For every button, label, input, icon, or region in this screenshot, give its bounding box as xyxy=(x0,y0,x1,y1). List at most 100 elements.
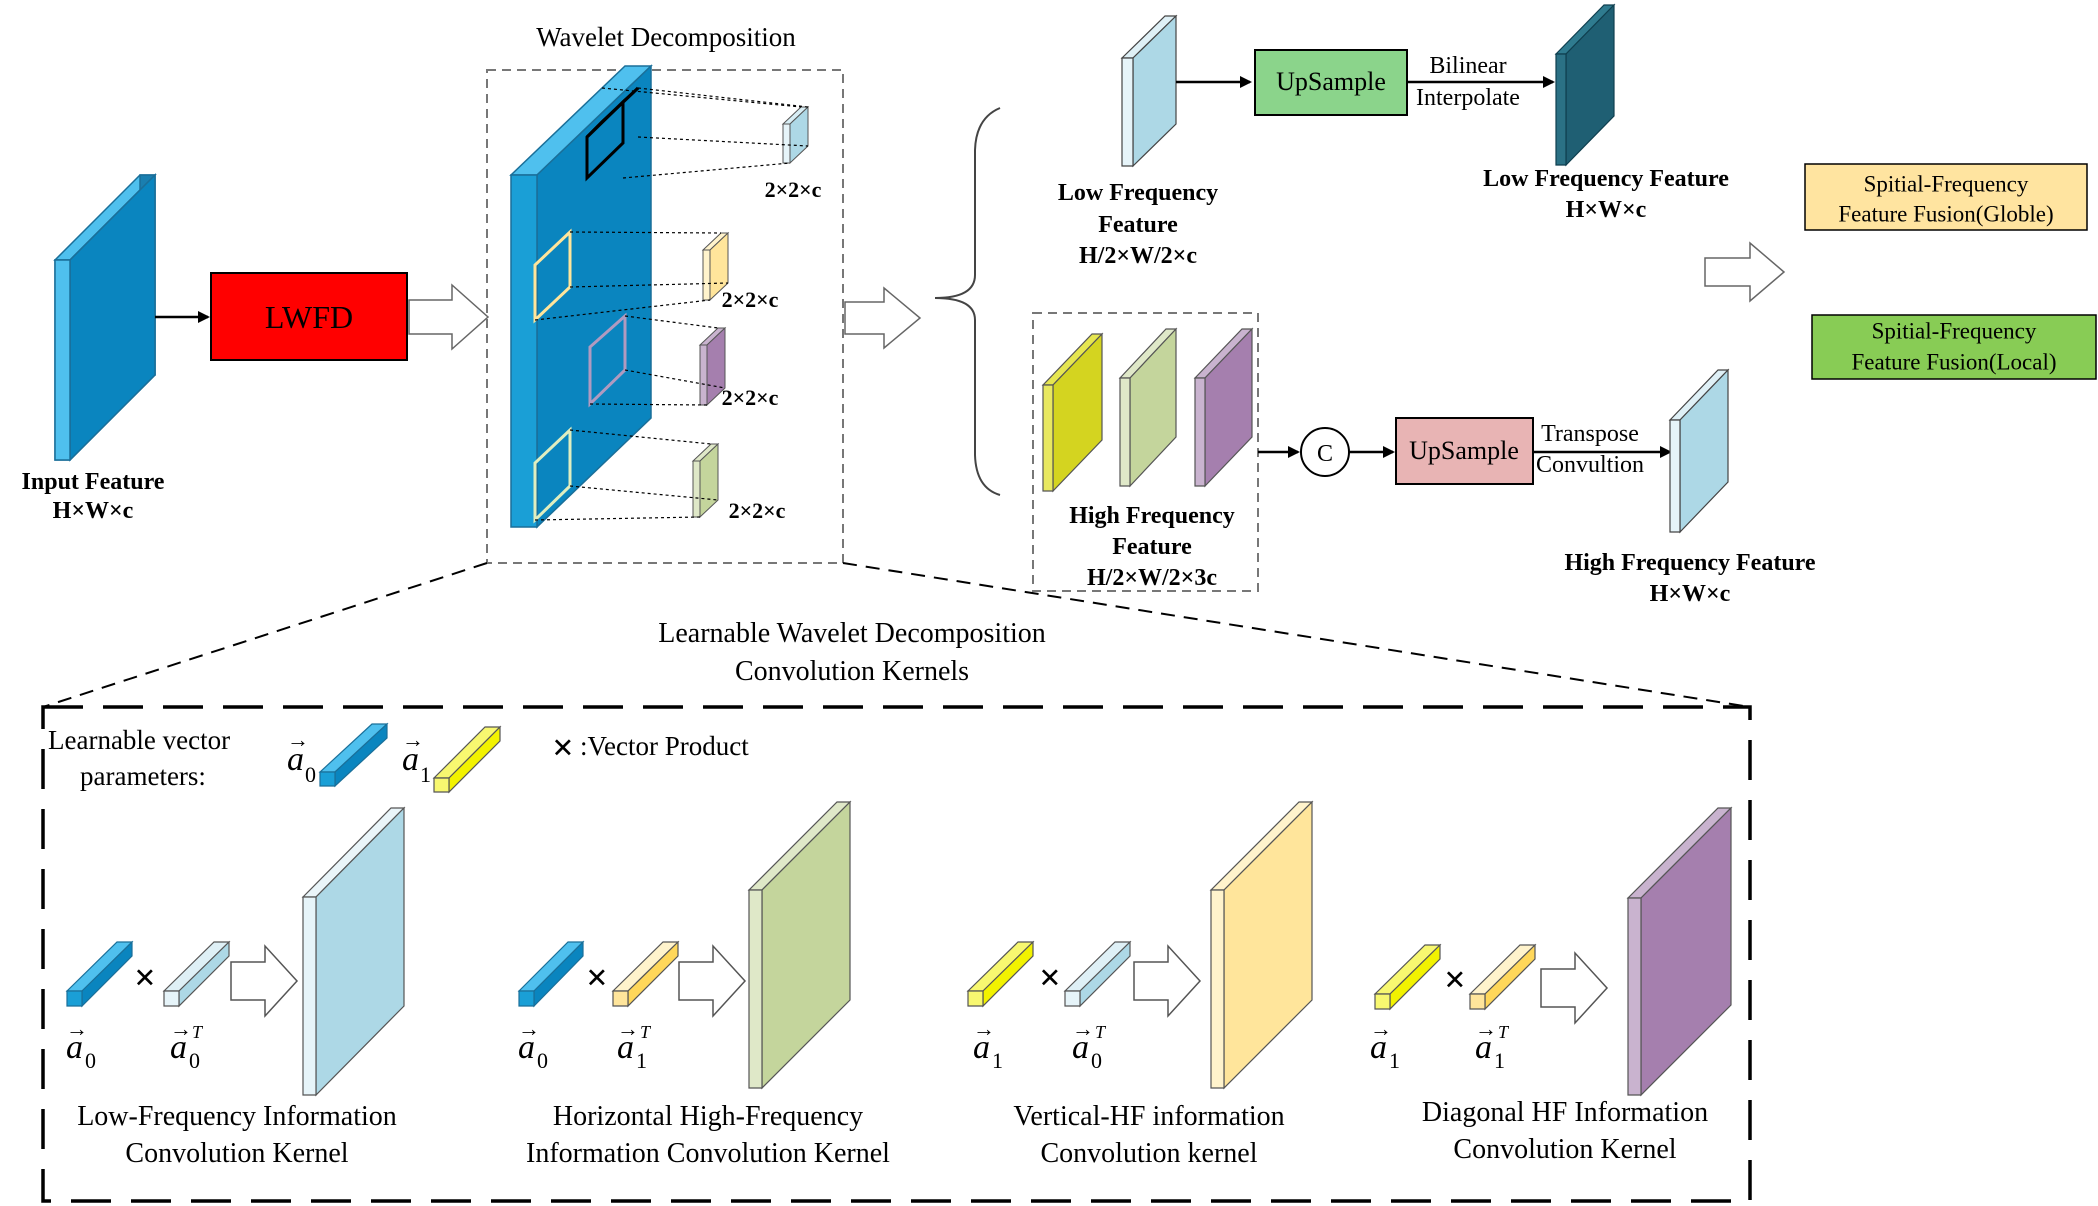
legend-a1-sub: 1 xyxy=(420,762,431,787)
legend-vector-product: :Vector Product xyxy=(580,731,749,761)
lwfd-block xyxy=(210,272,408,361)
upsample-bilinear-label: UpSample xyxy=(1276,67,1386,96)
kernel-diag-a1t: a xyxy=(1475,1029,1492,1066)
split-brace xyxy=(934,107,1001,496)
high-frequency-slab-2 xyxy=(1118,327,1178,488)
convultion-label: Convultion xyxy=(1536,452,1644,478)
hollow-arrow-lwfd-to-wavelet xyxy=(408,283,490,351)
legend-a1: a 1 → xyxy=(402,725,502,794)
wavelet-title: Wavelet Decomposition xyxy=(536,22,796,52)
legend-a0-symbol: a xyxy=(287,741,304,778)
kernel-diag-a1t-arrow: → xyxy=(1475,1016,1497,1041)
projection-lines xyxy=(534,87,809,521)
low-frequency-slab xyxy=(1120,14,1178,168)
input-feature-dims: H×W×c xyxy=(53,498,134,524)
subband-hh-dims: 2×2×c xyxy=(729,498,786,523)
svg-text:×: × xyxy=(586,957,608,999)
svg-text:×: × xyxy=(1444,959,1466,1001)
upsample-transpose-block xyxy=(1395,417,1534,485)
fusion-global-box xyxy=(1804,163,2088,231)
low-frequency-output-dims: H×W×c xyxy=(1566,197,1647,223)
interpolate-label: Interpolate xyxy=(1416,85,1520,111)
legend-a0-arrow: → xyxy=(287,727,309,752)
kernel-diagonal-label-1: Diagonal HF Information xyxy=(1422,1097,1708,1128)
subband-block-hl xyxy=(698,326,727,407)
kernel-low-a0: a xyxy=(66,1029,83,1066)
high-frequency-dims: H/2×W/2×3c xyxy=(1087,565,1217,591)
concat-symbol: C xyxy=(1317,441,1333,467)
fusion-local-line1: Spitial-Frequency xyxy=(1872,318,2037,343)
zoom-line-right xyxy=(842,562,1751,708)
kernel-vert-a1: a xyxy=(973,1029,990,1066)
kernel-low-a0t-sup: T xyxy=(192,1022,204,1042)
legend-cross-icon: × xyxy=(552,727,574,769)
kernel-horiz-a1t-arrow: → xyxy=(617,1016,639,1041)
kernel-low-a0-arrow: → xyxy=(66,1016,88,1041)
kernel-horizontal-label-1: Horizontal High-Frequency xyxy=(553,1101,863,1132)
fusion-global-line2: Feature Fusion(Globle) xyxy=(1838,201,2053,226)
subband-block-ll xyxy=(781,105,810,165)
upsample-bilinear-block xyxy=(1254,49,1408,116)
kernels-title-1: Learnable Wavelet Decomposition xyxy=(658,618,1046,649)
kernel-diag-a1t-sup: T xyxy=(1498,1022,1510,1042)
kernel-vert-a0t-sub: 0 xyxy=(1091,1048,1102,1073)
high-frequency-label-1: High Frequency xyxy=(1069,503,1235,529)
hollow-arrow-to-fusion xyxy=(1704,241,1786,303)
kernel-horiz-a1t-sup: T xyxy=(640,1022,652,1042)
kernel-low-label-2: Convolution Kernel xyxy=(125,1138,348,1169)
subband-block-hh xyxy=(691,442,720,519)
kernels-title-2: Convolution Kernels xyxy=(735,656,969,687)
kernel-low-a0t-arrow: → xyxy=(170,1016,192,1041)
low-frequency-label-2: Feature xyxy=(1098,212,1178,238)
legend-a1-symbol: a xyxy=(402,741,419,778)
input-feature-slab xyxy=(53,173,157,462)
kernels-box xyxy=(41,705,1752,1203)
low-frequency-output-label: Low Frequency Feature xyxy=(1483,166,1729,192)
svg-text:×: × xyxy=(1039,957,1061,999)
kernel-vert-a0t: a xyxy=(1072,1029,1089,1066)
high-frequency-output-dims: H×W×c xyxy=(1650,581,1731,607)
kernel-vert-a0t-arrow: → xyxy=(1072,1016,1094,1041)
high-frequency-slab-3 xyxy=(1193,327,1254,488)
low-frequency-dims: H/2×W/2×c xyxy=(1079,243,1197,269)
bilinear-label: Bilinear xyxy=(1429,53,1506,79)
subband-lh-dims: 2×2×c xyxy=(722,287,779,312)
kernel-horiz-a0-sub: 0 xyxy=(537,1048,548,1073)
wavelet-decomposition-box xyxy=(486,69,844,564)
kernel-group-vertical: × xyxy=(966,800,1314,1090)
fusion-global-line1: Spitial-Frequency xyxy=(1864,171,2029,196)
high-frequency-slab-1 xyxy=(1041,332,1104,493)
subband-hl-dims: 2×2×c xyxy=(722,385,779,410)
high-frequency-output-label: High Frequency Feature xyxy=(1564,550,1815,576)
params-label-2: parameters: xyxy=(80,761,206,791)
kernel-diag-a1-arrow: → xyxy=(1370,1016,1392,1041)
kernel-horiz-a1t-sub: 1 xyxy=(636,1048,647,1073)
kernel-vertical-label-2: Convolution kernel xyxy=(1041,1138,1258,1169)
kernel-group-low: × xyxy=(65,806,406,1097)
kernel-vertical-label-1: Vertical-HF information xyxy=(1013,1101,1284,1132)
fusion-local-line2: Feature Fusion(Local) xyxy=(1851,349,2056,374)
wavelet-feature-slab xyxy=(509,64,653,529)
svg-text:×: × xyxy=(134,957,156,999)
low-frequency-output-slab xyxy=(1554,3,1616,167)
kernel-low-label-1: Low-Frequency Information xyxy=(77,1101,397,1132)
transpose-label: Transpose xyxy=(1541,421,1639,447)
hollow-arrow-wavelet-to-split xyxy=(844,286,922,350)
legend-a1-arrow: → xyxy=(402,727,424,752)
kernel-low-a0t-sub: 0 xyxy=(189,1048,200,1073)
zoom-line-left xyxy=(42,562,488,708)
low-frequency-label-1: Low Frequency xyxy=(1058,180,1218,206)
input-feature-label: Input Feature xyxy=(22,469,165,495)
params-label-1: Learnable vector xyxy=(48,725,230,755)
upsample-transpose-label: UpSample xyxy=(1409,436,1519,465)
lwfd-label: LWFD xyxy=(265,299,353,335)
legend-a0-sub: 0 xyxy=(305,762,316,787)
kernel-diag-a1t-sub: 1 xyxy=(1494,1048,1505,1073)
fusion-local-box xyxy=(1811,314,2097,380)
kernel-low-a0t: a xyxy=(170,1029,187,1066)
subband-ll-dims: 2×2×c xyxy=(765,177,822,202)
kernel-horiz-a0-arrow: → xyxy=(518,1016,540,1041)
kernel-horiz-a0: a xyxy=(518,1029,535,1066)
kernel-vert-a0t-sup: T xyxy=(1095,1022,1107,1042)
